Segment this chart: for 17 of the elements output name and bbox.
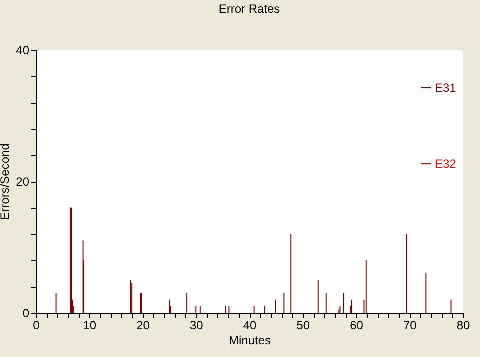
y-tick-label: 40: [16, 44, 30, 58]
x-tick-label: 30: [190, 318, 204, 332]
chart-title: Error Rates: [218, 2, 280, 16]
x-tick-label: 20: [136, 318, 150, 332]
legend-label: E31: [435, 81, 457, 95]
y-tick-label: 0: [22, 306, 30, 320]
x-tick-label: 80: [456, 318, 470, 332]
x-tick-label: 10: [83, 318, 97, 332]
y-axis-title: Errors/Second: [0, 144, 12, 220]
legend-label: E32: [435, 157, 457, 171]
x-tick-label: 40: [243, 318, 257, 332]
x-tick-label: 50: [296, 318, 310, 332]
x-tick-label: 0: [33, 318, 40, 332]
x-axis-title: Minutes: [228, 334, 272, 348]
y-tick-label: 20: [16, 175, 30, 189]
x-tick-label: 70: [403, 318, 418, 332]
x-tick-label: 60: [350, 318, 364, 332]
